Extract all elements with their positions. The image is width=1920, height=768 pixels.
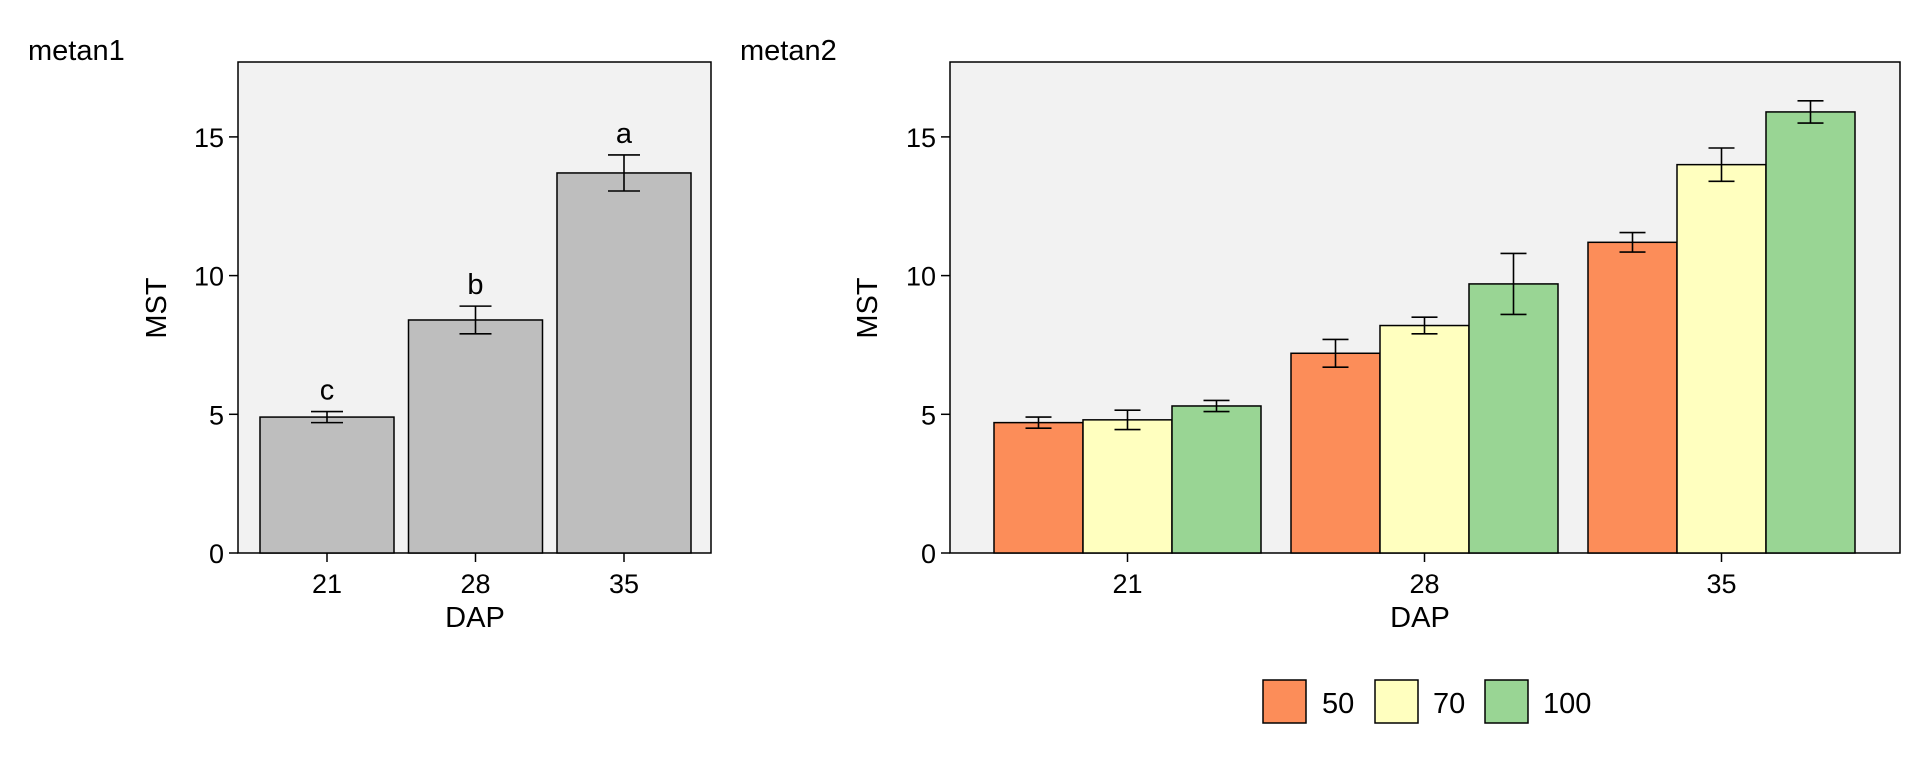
panel1-x-tick-label: 35 — [609, 569, 639, 599]
panel2-y-tick-label: 0 — [921, 539, 936, 569]
panel1-y-tick-label: 5 — [209, 400, 224, 430]
panel2-bar-50 — [993, 421, 1084, 554]
panel2-y-tick-label: 5 — [921, 400, 936, 430]
panel1-significance-letter: b — [467, 269, 483, 301]
legend-key-70 — [1374, 679, 1419, 724]
panel2-bar-100 — [1765, 111, 1856, 554]
panel1-significance-letter: a — [616, 118, 633, 150]
legend-key-100 — [1484, 679, 1529, 724]
panel1-x-tick-label: 21 — [312, 569, 342, 599]
panel1-bar — [407, 319, 544, 554]
panel1-tag: metan1 — [28, 35, 125, 67]
panel1-bar — [259, 416, 395, 554]
panel2-y-tick-label: 15 — [906, 123, 936, 153]
panel1-y-axis-title: MST — [141, 277, 173, 339]
panel2-tag: metan2 — [740, 35, 837, 67]
panel1-y-tick-label: 0 — [209, 539, 224, 569]
panel1-y-tick-label: 10 — [194, 262, 224, 292]
panel2-bar-100 — [1171, 405, 1262, 554]
legend-label-100: 100 — [1543, 688, 1591, 720]
panel1-y-tick-label: 15 — [194, 123, 224, 153]
panel2-bar-70 — [1676, 163, 1767, 554]
panel1-x-axis-title: DAP — [445, 602, 505, 634]
panel2-x-tick-label: 28 — [1409, 569, 1439, 599]
legend-key-50 — [1262, 679, 1307, 724]
panel2-bar-50 — [1587, 241, 1678, 554]
panel1-bar — [556, 172, 692, 554]
legend: 50 70 100 — [1262, 679, 1591, 724]
panel2-y-axis-title: MST — [852, 277, 884, 339]
panel2-x-tick-label: 21 — [1112, 569, 1142, 599]
panel2-bar-50 — [1290, 352, 1381, 554]
panel2-bar-70 — [1082, 419, 1173, 554]
panel2-x-axis-title: DAP — [1390, 602, 1450, 634]
panel2-x-tick-label: 35 — [1706, 569, 1736, 599]
panel1-x-tick-label: 28 — [460, 569, 490, 599]
panel1-significance-letter: c — [320, 375, 335, 407]
panel2-y-tick-label: 10 — [906, 262, 936, 292]
legend-label-70: 70 — [1433, 688, 1465, 720]
panel2-bar-100 — [1468, 283, 1559, 554]
legend-label-50: 50 — [1322, 688, 1354, 720]
panel2-bar-70 — [1379, 324, 1470, 554]
